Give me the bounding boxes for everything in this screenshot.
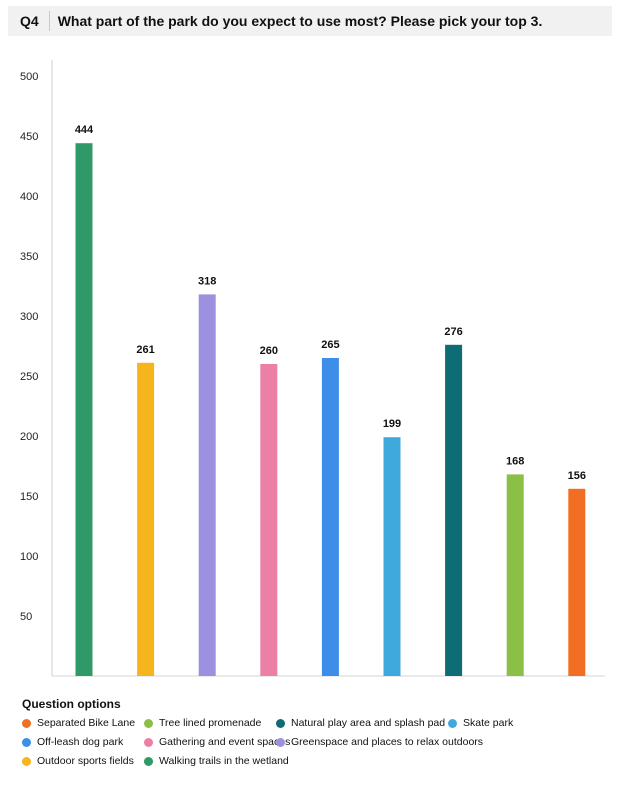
legend-swatch xyxy=(22,718,31,728)
y-tick-label: 50 xyxy=(20,611,32,623)
legend-swatch xyxy=(144,737,153,747)
legend-spacer xyxy=(448,736,578,748)
question-header: Q4 What part of the park do you expect t… xyxy=(8,6,612,36)
chart-legend: Question options Separated Bike Lane Tre… xyxy=(22,697,602,767)
bar xyxy=(568,488,586,676)
legend-label: Natural play area and splash pad xyxy=(291,717,446,729)
bar xyxy=(75,143,93,676)
bar xyxy=(198,294,216,676)
bar-value-label: 156 xyxy=(568,470,586,482)
legend-item-off-leash-dog-park: Off-leash dog park xyxy=(22,736,144,748)
legend-swatch xyxy=(144,756,153,766)
bar-value-label: 260 xyxy=(260,345,278,357)
bar-value-label: 265 xyxy=(321,339,339,351)
legend-item-greenspace: Greenspace and places to relax outdoors xyxy=(276,736,483,748)
bar-value-label: 276 xyxy=(444,326,462,338)
legend-label: Outdoor sports fields xyxy=(37,755,134,767)
legend-item-outdoor-sports-fields: Outdoor sports fields xyxy=(22,755,144,767)
legend-item-walking-trails: Walking trails in the wetland xyxy=(144,755,289,767)
y-tick-label: 100 xyxy=(20,551,38,563)
y-tick-label: 250 xyxy=(20,371,38,383)
legend-swatch xyxy=(276,737,285,747)
legend-label: Gathering and event spaces xyxy=(159,736,291,748)
bar-chart: 50 100 150 200 250 300 350 400 450 500 444 261 318 26… xyxy=(20,60,605,677)
legend-label: Off-leash dog park xyxy=(37,736,124,748)
question-number: Q4 xyxy=(8,11,50,31)
legend-swatch xyxy=(22,737,31,747)
legend-swatch xyxy=(144,718,153,728)
legend-label: Separated Bike Lane xyxy=(37,717,136,729)
legend-title: Question options xyxy=(22,697,121,711)
y-tick-label: 400 xyxy=(20,191,38,203)
bar-value-label: 199 xyxy=(383,418,401,430)
bar xyxy=(445,344,463,676)
legend-item-separated-bike-lane: Separated Bike Lane xyxy=(22,717,144,729)
bar-value-label: 318 xyxy=(198,275,216,287)
bar xyxy=(383,437,401,676)
y-tick-label: 200 xyxy=(20,431,38,443)
legend-item-tree-lined-promenade: Tree lined promenade xyxy=(144,717,276,729)
legend-item-natural-play-area: Natural play area and splash pad xyxy=(276,717,448,729)
legend-label: Tree lined promenade xyxy=(159,717,262,729)
legend-swatch xyxy=(276,718,285,728)
legend-label: Skate park xyxy=(463,717,514,729)
bar-value-label: 168 xyxy=(506,455,524,467)
y-tick-label: 350 xyxy=(20,251,38,263)
y-tick-label: 300 xyxy=(20,311,38,323)
legend-item-skate-park: Skate park xyxy=(448,717,578,729)
y-tick-label: 500 xyxy=(20,71,38,83)
legend-swatch xyxy=(22,756,31,766)
bar-value-label: 261 xyxy=(136,344,154,356)
legend-label: Greenspace and places to relax outdoors xyxy=(291,736,484,748)
bar xyxy=(321,358,339,676)
bar xyxy=(137,362,155,676)
bar xyxy=(260,364,278,676)
question-title: What part of the park do you expect to u… xyxy=(57,13,543,29)
legend-grid: Separated Bike Lane Tree lined promenade… xyxy=(22,717,602,767)
y-tick-label: 450 xyxy=(20,131,38,143)
legend-item-gathering-and-event-spaces: Gathering and event spaces xyxy=(144,736,290,748)
legend-swatch xyxy=(448,718,457,728)
bar xyxy=(506,474,524,676)
y-tick-label: 150 xyxy=(20,491,38,503)
legend-label: Walking trails in the wetland xyxy=(159,755,289,767)
bar-value-label: 444 xyxy=(75,124,94,136)
